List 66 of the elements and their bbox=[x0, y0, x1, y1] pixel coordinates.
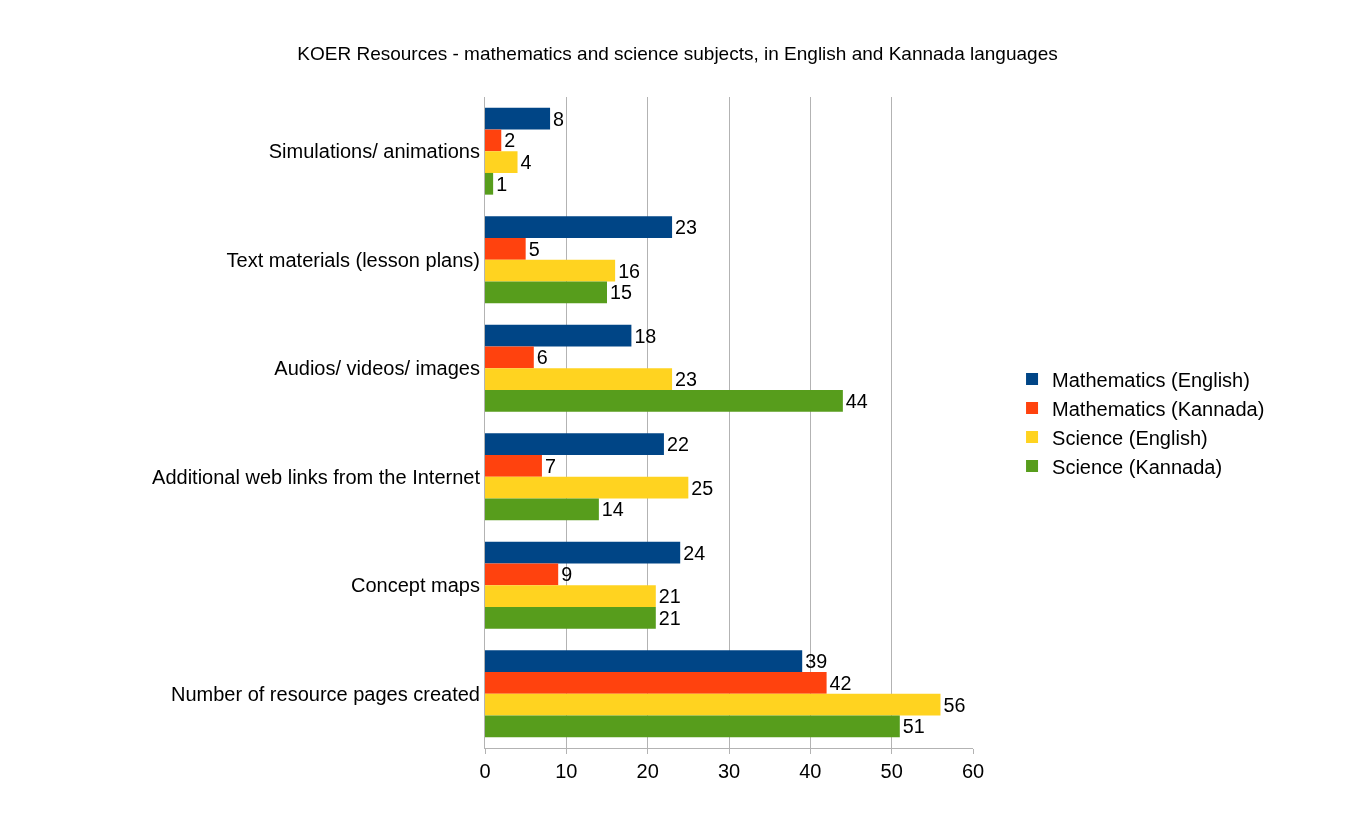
data-label: 9 bbox=[561, 563, 573, 586]
bar bbox=[485, 324, 632, 347]
bar bbox=[485, 172, 494, 195]
y-tick-label: Audios/ videos/ images bbox=[274, 357, 480, 380]
bar bbox=[485, 151, 518, 173]
legend-label: Science (English) bbox=[1052, 426, 1208, 449]
data-label: 5 bbox=[528, 237, 540, 260]
data-label: 6 bbox=[536, 346, 548, 369]
bar bbox=[485, 129, 502, 152]
data-label: 8 bbox=[553, 107, 565, 130]
data-label: 51 bbox=[902, 715, 925, 738]
bar bbox=[485, 693, 941, 716]
bar bbox=[485, 606, 656, 629]
y-tick-label: Concept maps bbox=[351, 574, 480, 597]
data-label: 39 bbox=[805, 650, 828, 673]
data-label: 42 bbox=[829, 671, 852, 694]
data-label: 22 bbox=[666, 433, 689, 456]
data-label: 44 bbox=[845, 389, 868, 412]
x-tick-label: 10 bbox=[555, 760, 578, 782]
x-tick-label: 0 bbox=[479, 760, 491, 782]
bar bbox=[485, 389, 843, 412]
bar bbox=[485, 563, 559, 586]
data-label: 14 bbox=[601, 498, 624, 521]
y-tick-label: Simulations/ animations bbox=[268, 140, 480, 163]
data-label: 16 bbox=[618, 259, 641, 282]
data-label: 23 bbox=[675, 216, 698, 239]
data-label: 18 bbox=[634, 324, 657, 347]
x-tick-label: 60 bbox=[961, 760, 985, 782]
data-label: 4 bbox=[520, 151, 532, 173]
data-label: 15 bbox=[610, 281, 632, 304]
data-label: 25 bbox=[691, 476, 714, 499]
data-label: 21 bbox=[658, 585, 681, 607]
data-label: 21 bbox=[658, 606, 681, 629]
bar bbox=[485, 498, 599, 521]
y-tick-label: Text materials (lesson plans) bbox=[226, 248, 480, 271]
data-label: 56 bbox=[943, 693, 966, 716]
legend-label: Mathematics (Kannada) bbox=[1052, 397, 1265, 420]
bar bbox=[485, 216, 673, 239]
bar bbox=[485, 455, 542, 477]
data-label: 1 bbox=[496, 172, 508, 195]
data-label: 2 bbox=[504, 129, 516, 152]
chart-title: KOER Resources - mathematics and science subjects, in English and Kannada languages bbox=[297, 42, 1058, 64]
bar bbox=[485, 650, 803, 673]
y-tick-label: Number of resource pages created bbox=[170, 682, 480, 705]
bar bbox=[485, 107, 551, 130]
bar bbox=[485, 541, 681, 564]
bar bbox=[485, 433, 664, 456]
bar bbox=[485, 346, 534, 369]
x-tick-label: 30 bbox=[717, 760, 741, 782]
y-tick-label: Additional web links from the Internet bbox=[152, 465, 481, 488]
bar bbox=[485, 281, 607, 304]
data-label: 23 bbox=[675, 368, 698, 390]
bar bbox=[485, 259, 616, 282]
legend-label: Science (Kannada) bbox=[1052, 455, 1223, 478]
data-label: 24 bbox=[683, 541, 706, 564]
bar bbox=[485, 238, 526, 260]
legend-label: Mathematics (English) bbox=[1052, 368, 1250, 391]
bar bbox=[485, 368, 673, 390]
x-tick-label: 40 bbox=[799, 760, 822, 782]
data-label: 7 bbox=[544, 454, 556, 477]
bar bbox=[485, 715, 900, 738]
bar bbox=[485, 476, 689, 499]
x-tick-label: 50 bbox=[880, 760, 903, 782]
bar bbox=[485, 672, 827, 694]
bar bbox=[485, 585, 656, 607]
x-tick-label: 20 bbox=[636, 760, 659, 782]
